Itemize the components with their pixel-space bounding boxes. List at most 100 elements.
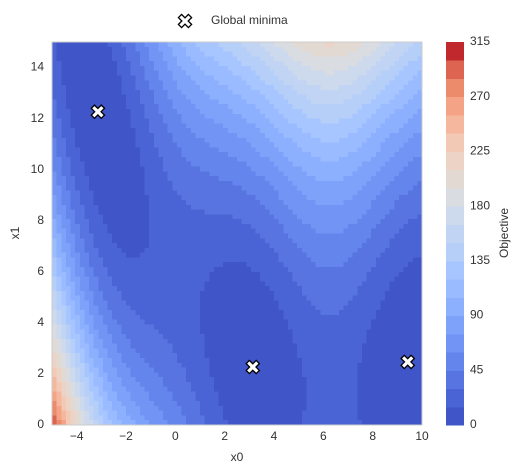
contour-cell — [181, 243, 187, 249]
contour-cell — [186, 386, 192, 393]
contour-cell — [306, 348, 312, 354]
contour-cell — [237, 353, 243, 359]
contour-cell — [181, 228, 187, 235]
contour-cell — [153, 338, 159, 345]
contour-cell — [315, 286, 321, 292]
contour-cell — [79, 386, 85, 393]
contour-cell — [139, 290, 146, 297]
contour-cell — [112, 137, 118, 144]
contour-cell — [311, 262, 317, 268]
contour-cell — [116, 262, 122, 268]
contour-cell — [61, 219, 67, 225]
contour-cell — [200, 396, 206, 402]
contour-cell — [255, 185, 261, 192]
contour-cell — [329, 180, 335, 187]
contour-cell — [311, 61, 317, 67]
contour-cell — [135, 171, 141, 177]
contour-cell — [139, 61, 146, 67]
contour-cell — [98, 281, 104, 287]
contour-cell — [311, 377, 317, 383]
contour-cell — [209, 410, 215, 417]
contour-cell — [130, 104, 136, 110]
contour-cell — [241, 310, 247, 316]
contour-cell — [112, 238, 118, 244]
contour-cell — [237, 377, 243, 383]
contour-cell — [260, 190, 266, 196]
contour-cell — [227, 128, 233, 134]
contour-cell — [324, 180, 331, 187]
contour-cell — [264, 142, 270, 148]
contour-cell — [287, 65, 294, 72]
contour-cell — [292, 171, 298, 177]
contour-cell — [320, 329, 326, 335]
contour-cell — [112, 319, 118, 326]
contour-cell — [287, 281, 294, 287]
contour-cell — [264, 70, 270, 77]
contour-cell — [126, 94, 132, 101]
contour-cell — [163, 185, 169, 192]
contour-cell — [93, 209, 99, 215]
contour-cell — [246, 204, 252, 211]
contour-cell — [232, 180, 238, 187]
contour-cell — [149, 209, 155, 215]
contour-cell — [260, 348, 266, 354]
contour-cell — [121, 42, 127, 48]
contour-cell — [186, 118, 192, 124]
contour-cell — [172, 257, 178, 263]
contour-cell — [200, 80, 206, 86]
contour-cell — [75, 348, 81, 354]
contour-cell — [315, 252, 321, 259]
contour-cell — [287, 238, 294, 244]
contour-cell — [61, 372, 67, 378]
contour-cell — [172, 75, 178, 81]
contour-cell — [167, 128, 173, 134]
contour-cell — [130, 405, 136, 412]
contour-cell — [163, 132, 169, 139]
contour-cell — [306, 123, 312, 129]
contour-cell — [130, 252, 136, 259]
contour-cell — [153, 405, 159, 412]
contour-cell — [153, 353, 159, 359]
contour-cell — [190, 286, 196, 292]
contour-cell — [200, 362, 206, 369]
contour-cell — [135, 367, 141, 373]
contour-cell — [320, 362, 326, 369]
contour-cell — [315, 223, 321, 230]
contour-cell — [223, 343, 229, 349]
contour-cell — [278, 391, 284, 397]
contour-cell — [98, 128, 104, 134]
contour-cell — [130, 267, 136, 273]
contour-cell — [107, 137, 113, 144]
contour-cell — [264, 252, 270, 259]
contour-cell — [79, 348, 85, 354]
contour-cell — [144, 104, 150, 110]
contour-cell — [172, 353, 178, 359]
contour-cell — [311, 209, 317, 215]
contour-cell — [301, 386, 307, 393]
contour-cell — [98, 377, 104, 383]
contour-cell — [306, 233, 312, 239]
contour-cell — [320, 257, 326, 263]
contour-cell — [144, 247, 150, 254]
contour-cell — [320, 89, 326, 96]
contour-cell — [89, 161, 95, 168]
contour-cell — [213, 276, 220, 282]
contour-cell — [204, 204, 210, 211]
contour-cell — [144, 171, 150, 177]
contour-cell — [315, 75, 321, 81]
contour-cell — [200, 276, 206, 282]
contour-cell — [255, 243, 261, 249]
contour-cell — [269, 233, 275, 239]
contour-cell — [324, 56, 331, 62]
contour-cell — [283, 185, 289, 192]
contour-cell — [213, 319, 220, 326]
contour-cell — [102, 104, 109, 110]
contour-cell — [315, 195, 321, 201]
contour-cell — [213, 348, 220, 354]
contour-cell — [167, 314, 173, 321]
contour-cell — [209, 65, 215, 72]
contour-cell — [135, 243, 141, 249]
contour-cell — [186, 219, 192, 225]
contour-cell — [334, 176, 340, 182]
contour-cell — [135, 405, 141, 412]
